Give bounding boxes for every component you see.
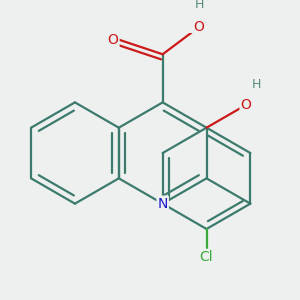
Text: O: O [108, 33, 118, 47]
Text: O: O [194, 20, 205, 34]
Text: H: H [251, 78, 261, 91]
Text: N: N [158, 197, 168, 211]
Text: O: O [241, 98, 251, 112]
Text: H: H [194, 0, 204, 11]
Text: Cl: Cl [200, 250, 213, 264]
